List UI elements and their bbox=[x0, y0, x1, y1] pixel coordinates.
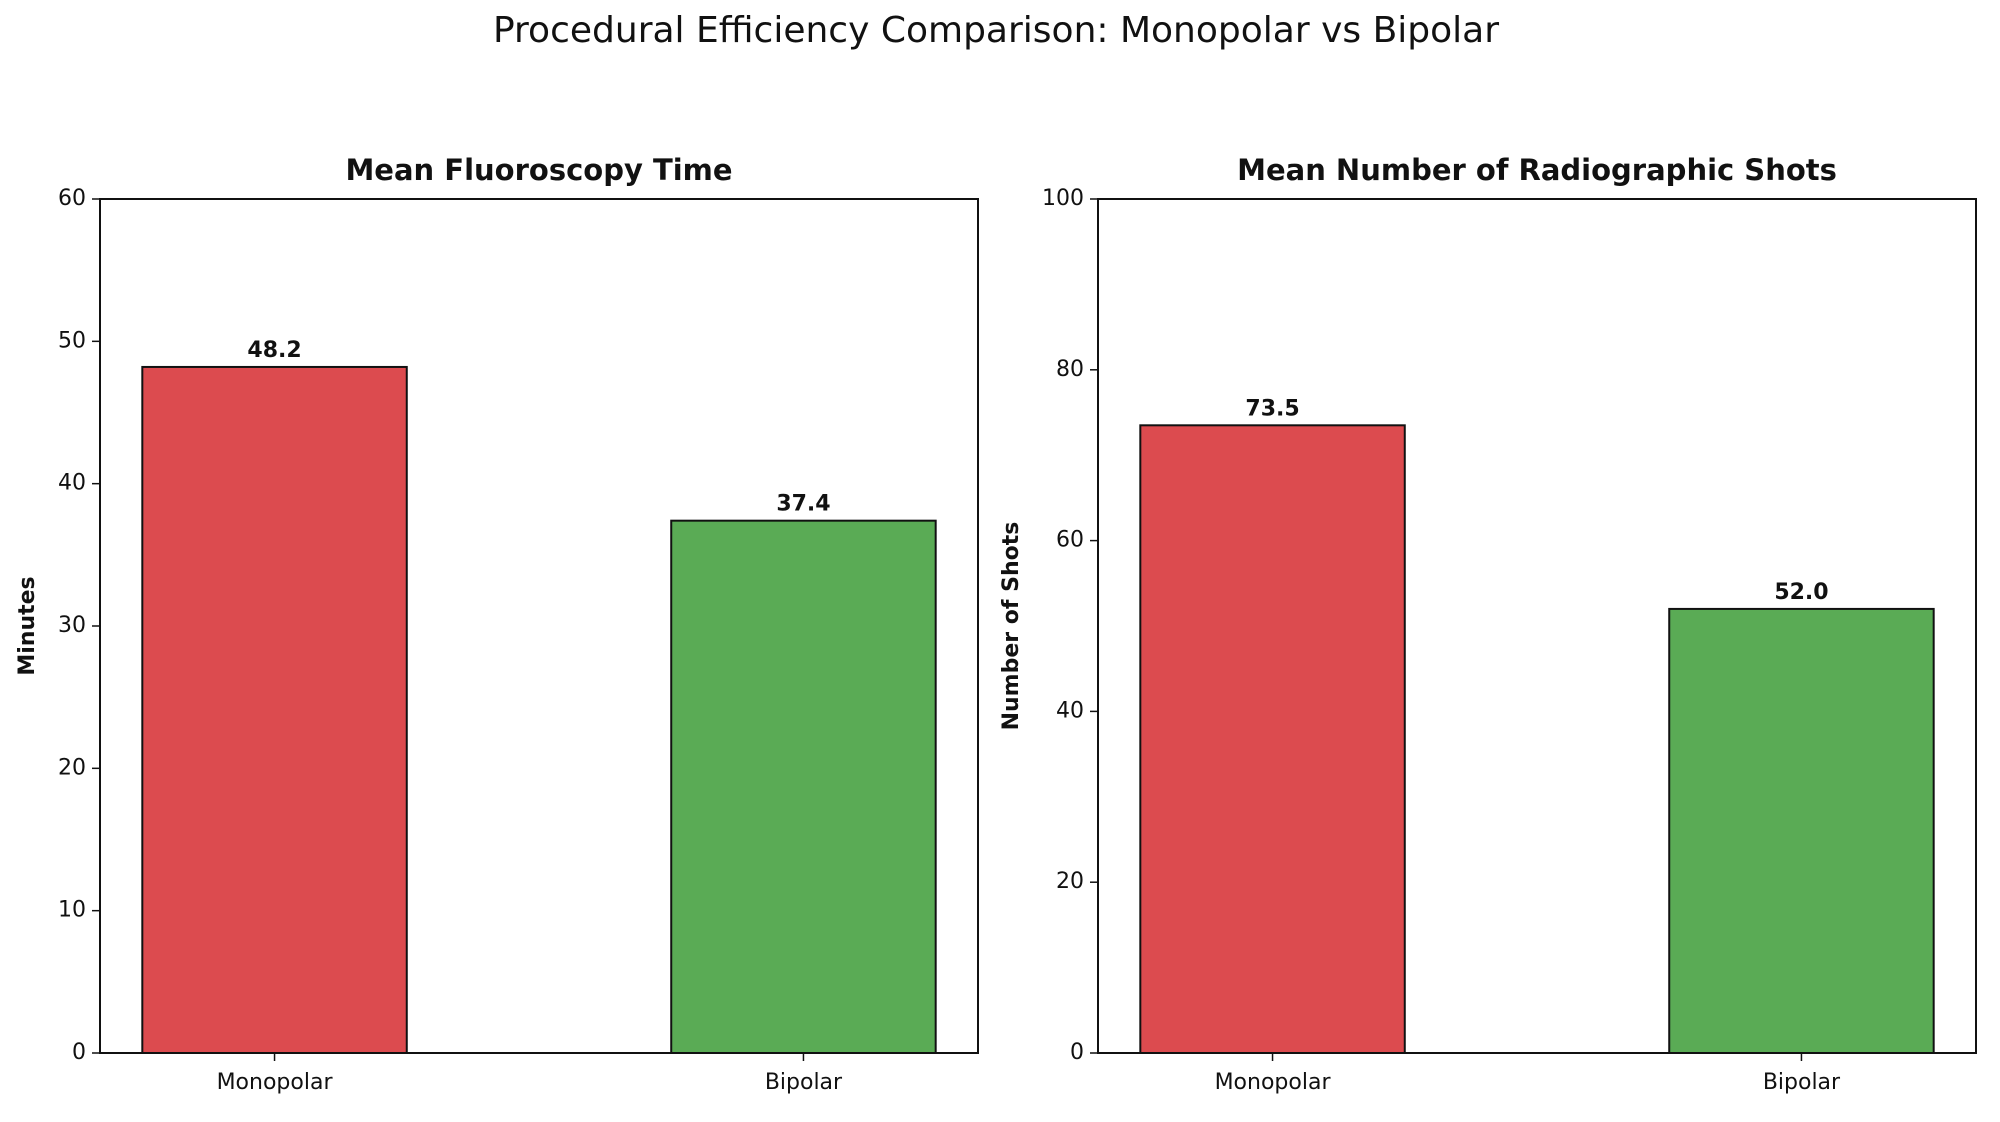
y-tick-label: 40 bbox=[58, 471, 86, 496]
figure-title: Procedural Efficiency Comparison: Monopo… bbox=[493, 10, 1499, 51]
bar bbox=[1139, 424, 1406, 1054]
y-tick-label: 60 bbox=[58, 186, 86, 211]
bar bbox=[141, 365, 408, 1055]
x-tick-label: Monopolar bbox=[217, 1070, 334, 1095]
x-tick-label: Monopolar bbox=[1215, 1070, 1332, 1095]
axes-frame bbox=[99, 198, 979, 1054]
y-tick-label: 0 bbox=[72, 1040, 86, 1065]
y-axis-label: Minutes bbox=[15, 576, 40, 675]
y-tick-label: 20 bbox=[1056, 869, 1084, 894]
y-tick-label: 20 bbox=[58, 755, 86, 780]
y-tick-label: 80 bbox=[1056, 357, 1084, 382]
value-label: 52.0 bbox=[1774, 580, 1828, 605]
y-tick-label: 0 bbox=[1070, 1040, 1084, 1065]
value-label: 73.5 bbox=[1245, 396, 1299, 421]
y-tick-label: 40 bbox=[1056, 698, 1084, 723]
x-tick-label: Bipolar bbox=[765, 1070, 843, 1095]
y-tick-label: 50 bbox=[58, 328, 86, 353]
bar bbox=[1668, 607, 1935, 1054]
bar bbox=[670, 519, 937, 1054]
axes-frame bbox=[1097, 198, 1977, 1054]
y-tick-label: 30 bbox=[58, 613, 86, 638]
y-tick-label: 100 bbox=[1042, 186, 1084, 211]
chart-title: Mean Number of Radiographic Shots bbox=[1237, 153, 1837, 187]
y-axis-label: Number of Shots bbox=[999, 522, 1024, 731]
value-label: 37.4 bbox=[776, 492, 830, 517]
y-tick-label: 60 bbox=[1056, 528, 1084, 553]
chart-title: Mean Fluoroscopy Time bbox=[345, 153, 732, 187]
x-tick-label: Bipolar bbox=[1763, 1070, 1841, 1095]
value-label: 48.2 bbox=[247, 338, 301, 363]
y-tick-label: 10 bbox=[58, 898, 86, 923]
